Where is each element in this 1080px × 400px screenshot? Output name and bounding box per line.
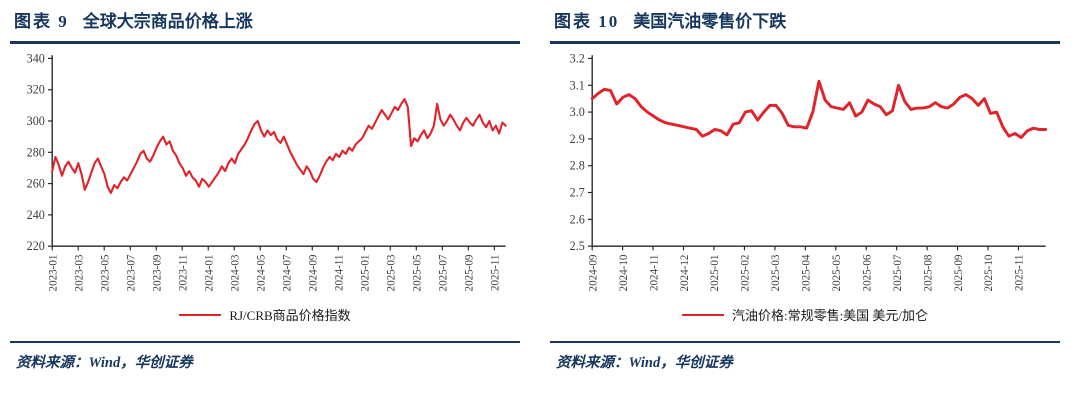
x-tick-label: 2023-11 <box>177 254 189 290</box>
figure-9-source: 资料来源：Wind，华创证券 <box>16 355 193 372</box>
figure-10-label: 图表 10 <box>554 12 620 31</box>
legend-label: 汽油价格:常规零售:美国 美元/加仑 <box>731 308 929 324</box>
x-tick-label: 2025-08 <box>922 254 934 291</box>
data-series-line <box>590 79 1048 139</box>
y-tick-label: 240 <box>27 207 45 221</box>
x-tick-label: 2025-03 <box>386 254 398 291</box>
x-tick-label: 2023-01 <box>47 254 59 291</box>
figure-9-title-rule <box>10 41 520 44</box>
figure-9-title: 图表 9 全球大宗商品价格上涨 <box>10 10 520 34</box>
x-tick-label: 2024-09 <box>307 254 319 291</box>
legend-line-swatch <box>681 313 724 316</box>
x-tick-label: 2023-07 <box>125 254 137 291</box>
x-tick-label: 2024-09 <box>587 254 599 291</box>
y-tick-label: 280 <box>27 145 45 159</box>
x-tick-label: 2023-03 <box>73 254 85 291</box>
x-tick-label: 2025-01 <box>709 254 721 291</box>
y-tick-label: 3.1 <box>570 78 585 92</box>
x-tick-label: 2025-07 <box>438 254 450 291</box>
x-tick-label: 2024-01 <box>203 254 215 291</box>
figure-9-title-text: 全球大宗商品价格上涨 <box>82 12 253 31</box>
x-tick-label: 2025-09 <box>464 254 476 291</box>
y-tick-label: 260 <box>27 176 45 190</box>
x-tick-label: 2023-05 <box>99 254 111 291</box>
legend-label: RJ/CRB商品价格指数 <box>229 308 351 324</box>
y-tick-label: 3.2 <box>570 51 585 65</box>
y-tick-label: 2.5 <box>570 239 585 253</box>
y-tick-label: 2.6 <box>570 212 585 226</box>
figure-10-column: 图表 10 美国汽油零售价下跌 2.5 2.6 2.7 2.8 2.9 3.0 3.1 3.2… <box>540 0 1080 400</box>
x-tick-label: 2023-09 <box>151 254 163 291</box>
x-tick-label: 2024-10 <box>618 254 630 291</box>
x-tick-label: 2025-04 <box>801 254 813 291</box>
x-tick-label: 2025-05 <box>412 254 424 291</box>
legend-line-swatch <box>179 313 222 316</box>
x-tick-label: 2024-12 <box>679 254 691 291</box>
y-tick-label: 320 <box>27 82 45 96</box>
x-tick-label: 2025-09 <box>953 254 965 291</box>
y-tick-label: 2.8 <box>570 158 585 172</box>
y-tick-label: 2.9 <box>570 131 585 145</box>
data-series-line <box>51 97 507 194</box>
x-tick-label: 2025-11 <box>490 254 502 290</box>
x-tick-label: 2025-05 <box>831 254 843 291</box>
y-tick-label: 300 <box>27 114 45 128</box>
x-tick-label: 2025-02 <box>740 254 752 291</box>
y-tick-label: 340 <box>27 51 45 65</box>
figure-10-bottom-rule <box>550 340 1060 344</box>
crb-index-line-chart: 220 240 260 280 300 320 340 2023-01 2023-03 2023-… <box>27 51 507 291</box>
x-tick-label: 2024-11 <box>333 254 345 290</box>
x-tick-label: 2025-01 <box>360 254 372 291</box>
y-tick-label: 220 <box>27 239 45 253</box>
figure-10-title: 图表 10 美国汽油零售价下跌 <box>550 10 1060 34</box>
x-tick-label: 2024-03 <box>229 254 241 291</box>
figure-9-bottom-rule <box>10 340 520 344</box>
x-tick-label: 2024-11 <box>648 254 660 290</box>
figure-10-chart-area: 2.5 2.6 2.7 2.8 2.9 3.0 3.1 3.2 2024-09 2024-10 20… <box>550 44 1060 305</box>
figure-9-chart-area: 220 240 260 280 300 320 340 2023-01 2023-03 2023-… <box>10 44 520 305</box>
x-tick-label: 2025-11 <box>1014 254 1026 290</box>
figure-10-legend: 汽油价格:常规零售:美国 美元/加仑 <box>550 305 1060 325</box>
x-tick-label: 2025-03 <box>770 254 782 291</box>
x-tick-label: 2025-10 <box>983 254 995 291</box>
x-tick-label: 2025-06 <box>861 254 873 291</box>
y-tick-label: 2.7 <box>570 185 585 199</box>
gasoline-price-line-chart: 2.5 2.6 2.7 2.8 2.9 3.0 3.1 3.2 2024-09 2024-10 20… <box>570 51 1048 291</box>
figure-9-legend: RJ/CRB商品价格指数 <box>10 305 520 325</box>
figure-10-title-text: 美国汽油零售价下跌 <box>633 12 787 31</box>
figure-10-source: 资料来源：Wind，华创证券 <box>556 355 733 372</box>
figure-9-label: 图表 9 <box>14 12 69 31</box>
figure-10-title-rule <box>550 41 1060 44</box>
x-tick-label: 2025-07 <box>892 254 904 291</box>
y-tick-label: 3.0 <box>570 105 585 119</box>
figure-9-column: 图表 9 全球大宗商品价格上涨 220 240 260 280 300 320 340 202… <box>10 10 520 372</box>
x-tick-label: 2024-05 <box>255 254 267 291</box>
x-tick-label: 2024-07 <box>281 254 293 291</box>
